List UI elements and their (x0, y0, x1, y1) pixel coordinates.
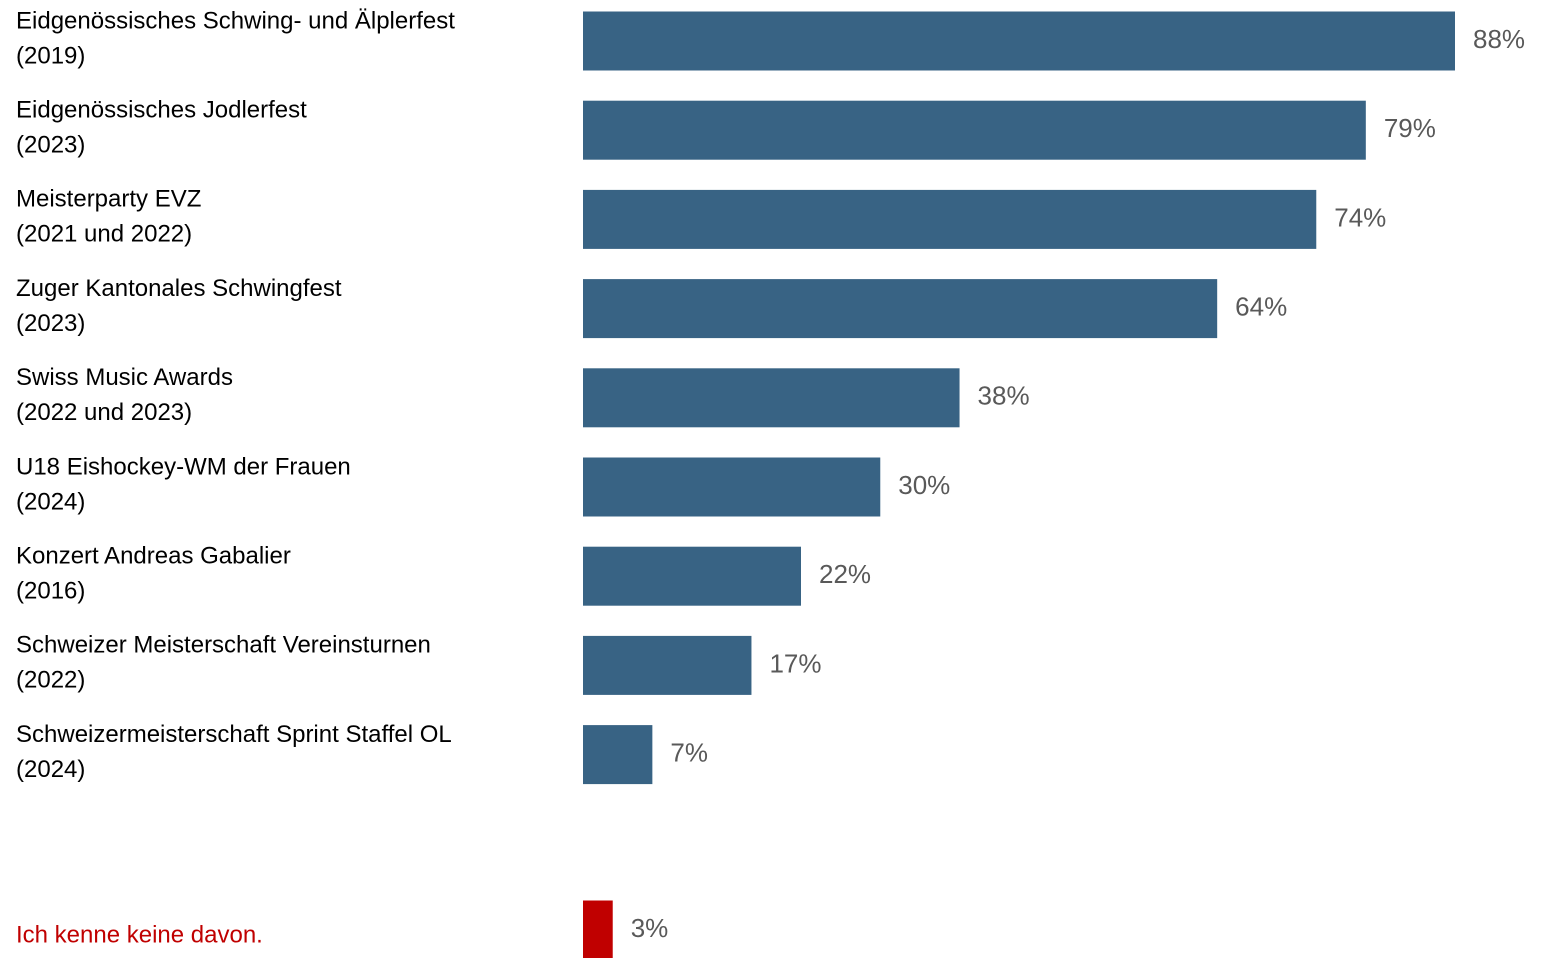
category-label: Ich kenne keine davon. (16, 921, 263, 948)
value-label: 7% (670, 737, 708, 767)
value-label: 79% (1384, 113, 1436, 143)
value-label: 22% (819, 559, 871, 589)
bar (583, 546, 801, 606)
category-label: (2022) (16, 667, 85, 694)
category-label: (2022 und 2023) (16, 399, 192, 426)
category-label: Zuger Kantonales Schwingfest (16, 275, 342, 302)
category-label: (2023) (16, 132, 85, 159)
category-label: Schweizer Meisterschaft Vereinsturnen (16, 632, 431, 659)
value-label: 38% (978, 381, 1030, 411)
bar (583, 189, 1317, 249)
category-label: Schweizermeisterschaft Sprint Staffel OL (16, 721, 452, 748)
bar (583, 100, 1366, 160)
category-label: (2024) (16, 488, 85, 515)
category-label: Meisterparty EVZ (16, 186, 201, 213)
category-label: Eidgenössisches Jodlerfest (16, 97, 307, 124)
bar (583, 725, 653, 785)
value-label: 64% (1235, 291, 1287, 321)
category-label: (2024) (16, 756, 85, 783)
value-label: 3% (631, 913, 669, 943)
category-label: Swiss Music Awards (16, 364, 233, 391)
category-label: Konzert Andreas Gabalier (16, 543, 291, 570)
category-label: U18 Eishockey-WM der Frauen (16, 453, 351, 480)
bar (583, 635, 752, 695)
bar (583, 900, 613, 958)
bar (583, 11, 1455, 71)
bar (583, 457, 881, 517)
category-label: (2023) (16, 310, 85, 337)
category-label: (2021 und 2022) (16, 221, 192, 248)
bar (583, 279, 1218, 339)
value-label: 30% (898, 470, 950, 500)
value-label: 17% (769, 648, 821, 678)
category-label: (2019) (16, 42, 85, 69)
value-label: 88% (1473, 24, 1525, 54)
category-label: Eidgenössisches Schwing- und Älplerfest (16, 7, 455, 34)
bar (583, 368, 960, 428)
category-label: (2016) (16, 578, 85, 605)
value-label: 74% (1334, 202, 1386, 232)
